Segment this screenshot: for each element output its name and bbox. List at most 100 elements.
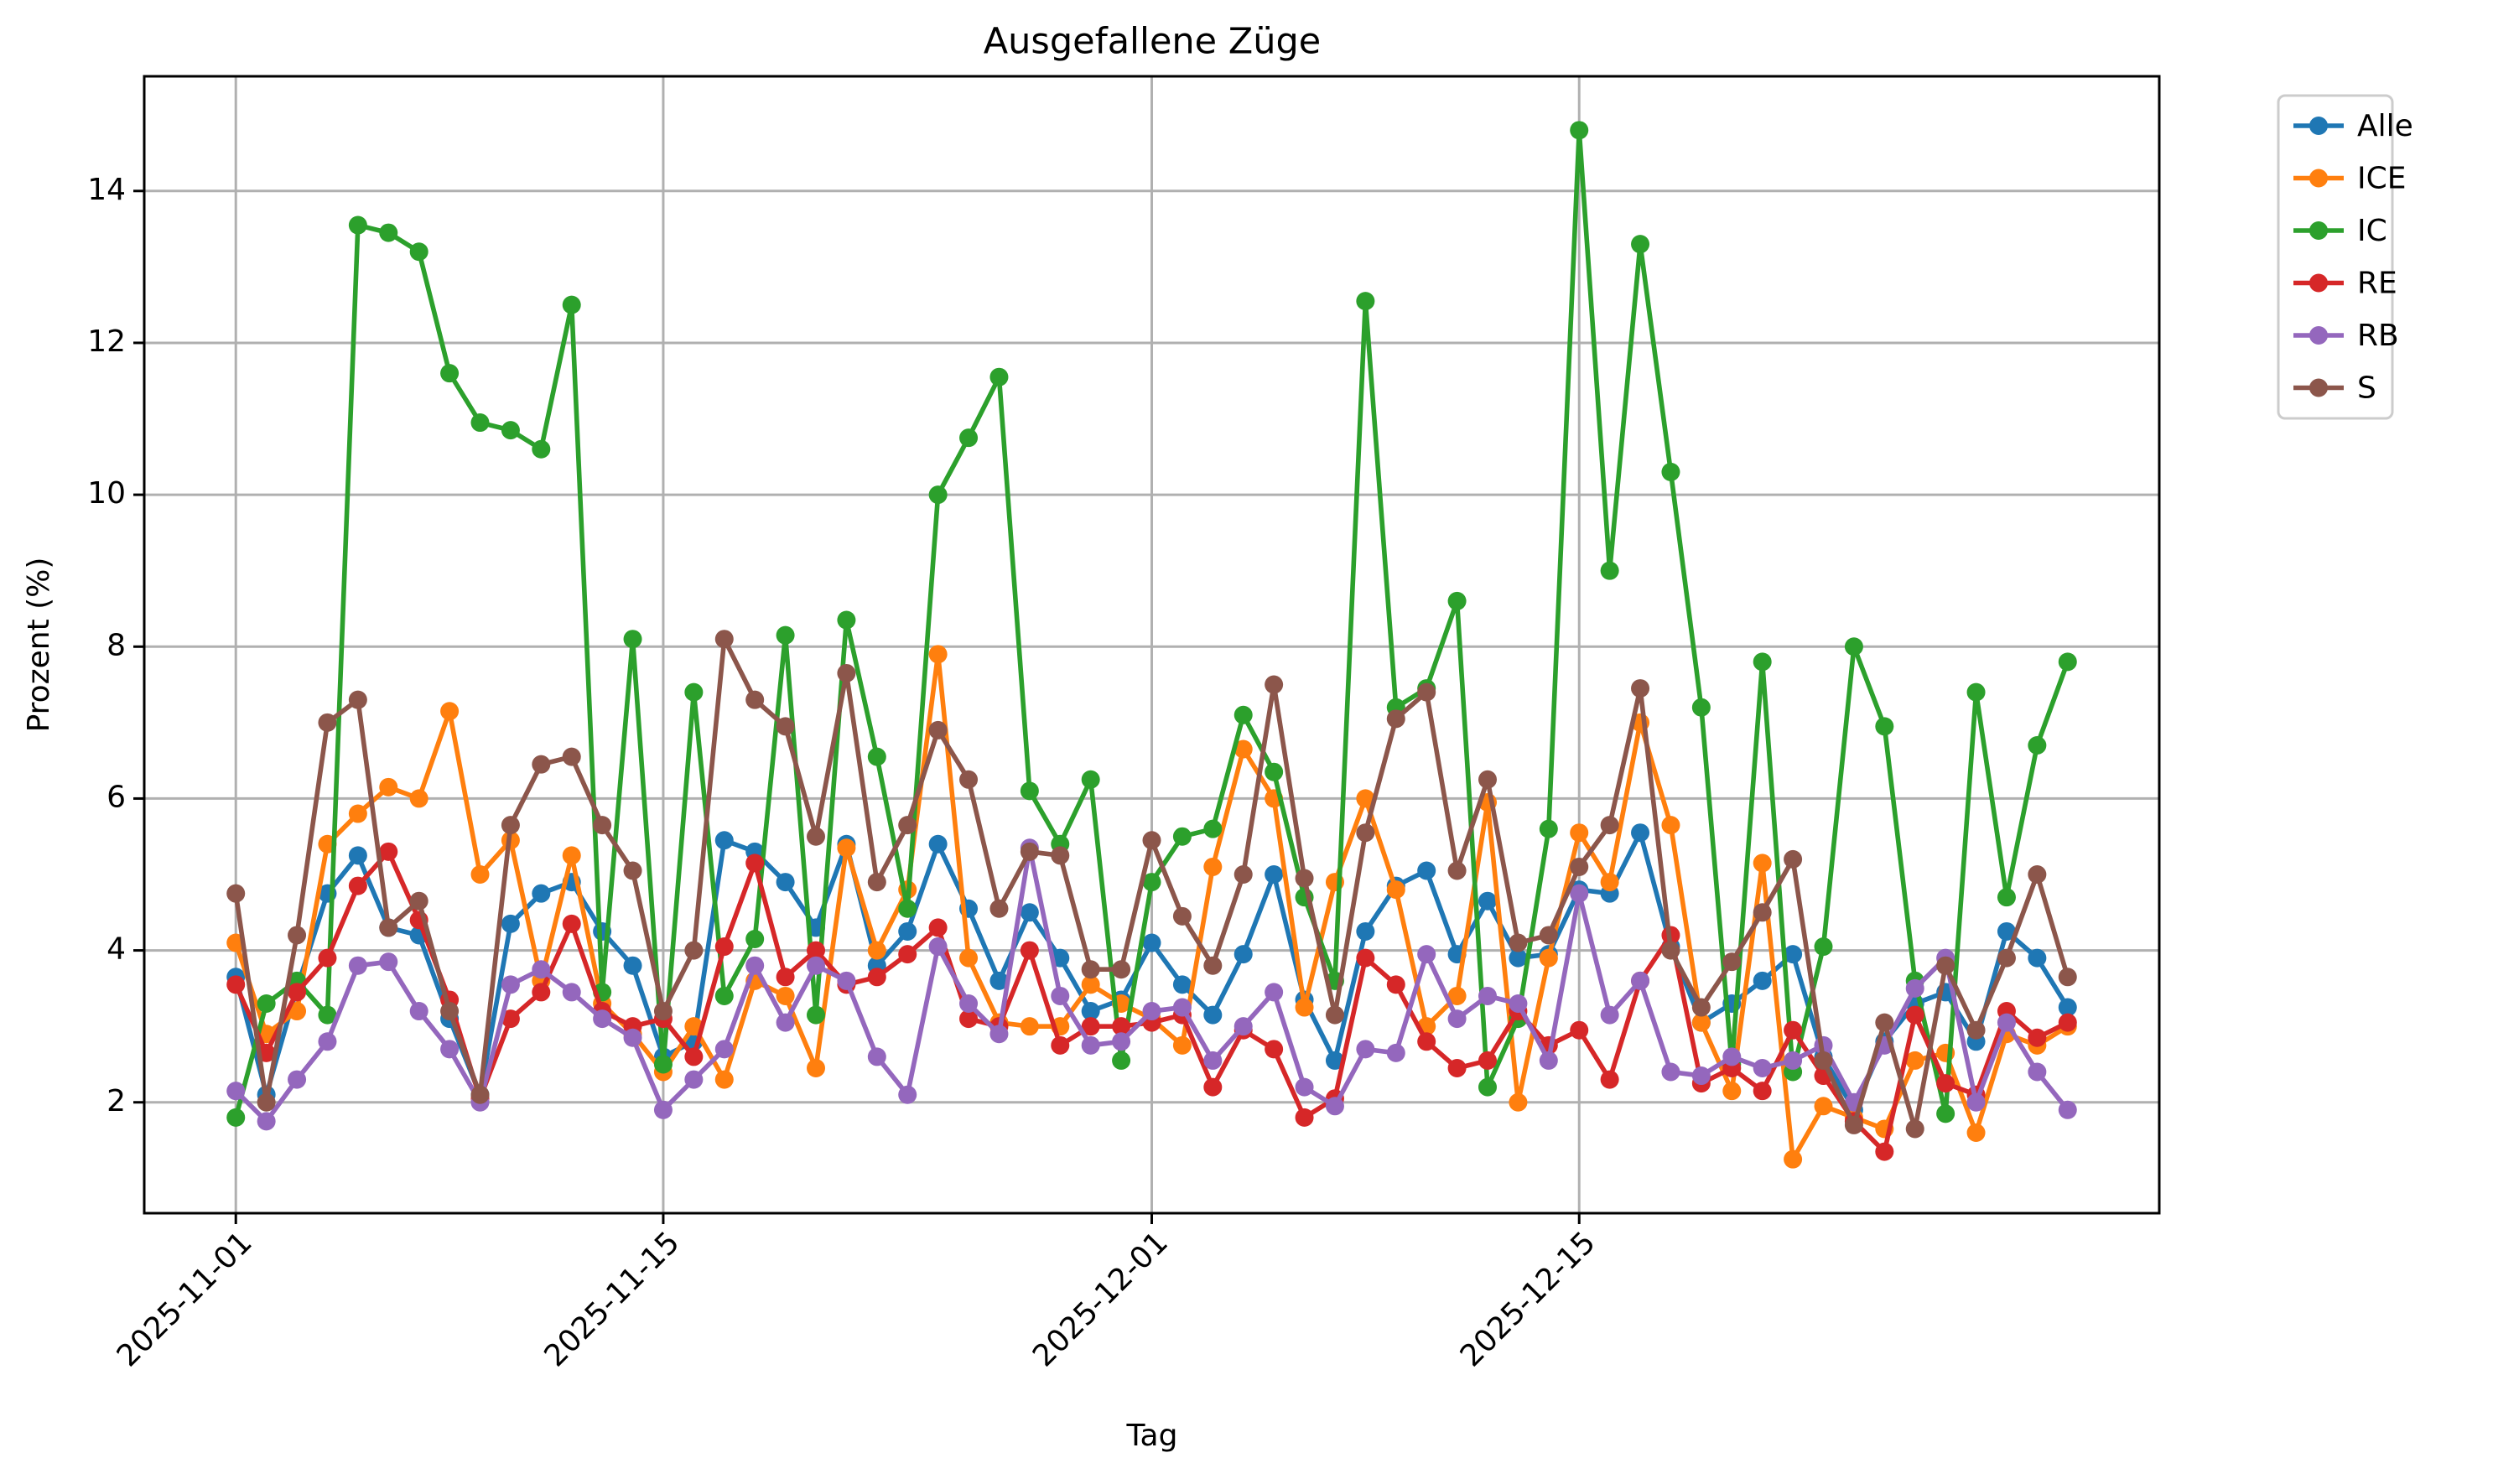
data-point (1172, 827, 1192, 846)
data-point (226, 1082, 246, 1101)
data-point (1447, 1009, 1467, 1029)
data-point (318, 948, 337, 968)
data-point (1936, 956, 1955, 975)
data-point (1844, 637, 1863, 656)
data-point (1417, 861, 1436, 880)
data-point (1020, 1017, 1039, 1036)
data-point (1722, 952, 1742, 972)
legend-marker (2309, 169, 2328, 188)
data-point (1386, 880, 1405, 900)
data-point (1295, 998, 1314, 1017)
data-point (1295, 869, 1314, 888)
data-point (1417, 682, 1436, 702)
data-point (1356, 789, 1375, 808)
data-point (807, 956, 825, 975)
data-point (348, 690, 367, 709)
legend-label: IC (2357, 214, 2387, 248)
data-point (2028, 736, 2047, 755)
data-point (1722, 1047, 1742, 1066)
data-point (2058, 652, 2077, 672)
data-point (440, 364, 460, 383)
data-point (470, 413, 490, 433)
data-point (2028, 865, 2047, 885)
data-point (379, 842, 398, 861)
data-point (532, 439, 551, 459)
data-point (1875, 1142, 1894, 1161)
y-tick-label: 2 (106, 1084, 126, 1118)
data-point (1325, 1005, 1344, 1025)
data-point (257, 1112, 276, 1131)
data-point (1905, 1119, 1924, 1139)
data-point (1265, 762, 1284, 781)
data-point (1509, 933, 1528, 952)
data-point (1203, 1005, 1223, 1025)
data-point (1509, 1092, 1528, 1112)
data-point (1631, 235, 1650, 254)
x-axis-label: Tag (1126, 1419, 1178, 1453)
data-point (1051, 986, 1070, 1005)
data-point (2028, 948, 2047, 968)
data-point (776, 625, 795, 645)
y-tick-label: 8 (106, 628, 126, 662)
data-point (379, 952, 398, 972)
data-point (1172, 998, 1192, 1017)
y-tick-label: 4 (106, 932, 126, 967)
data-point (928, 485, 948, 505)
data-point (1600, 873, 1619, 892)
data-point (1447, 591, 1467, 610)
data-point (1234, 739, 1253, 759)
data-point (745, 690, 765, 709)
data-point (257, 1092, 276, 1112)
data-point (928, 645, 948, 664)
data-point (684, 1017, 704, 1036)
data-point (1203, 1051, 1223, 1070)
data-point (1966, 1123, 1986, 1142)
data-point (684, 1047, 704, 1066)
data-point (348, 804, 367, 823)
data-point (318, 1005, 337, 1025)
data-point (959, 770, 979, 789)
data-point (1356, 823, 1375, 843)
data-point (623, 956, 642, 975)
data-point (1600, 1070, 1619, 1089)
data-point (1997, 948, 2016, 968)
data-point (653, 1055, 673, 1074)
data-point (562, 846, 581, 865)
data-point (1814, 937, 1833, 957)
data-point (1966, 1092, 1986, 1112)
data-point (714, 1040, 734, 1059)
y-tick-label: 12 (87, 324, 126, 359)
data-point (898, 945, 917, 964)
data-point (1509, 994, 1528, 1013)
data-point (714, 937, 734, 957)
data-point (1203, 956, 1223, 975)
data-point (1203, 1077, 1223, 1097)
data-point (1753, 652, 1772, 672)
data-point (1142, 873, 1161, 892)
data-point (409, 789, 428, 808)
data-point (1478, 1051, 1497, 1070)
series (226, 630, 2077, 1139)
legend-marker (2309, 273, 2328, 293)
data-point (593, 1009, 612, 1029)
data-point (1691, 1066, 1711, 1086)
data-point (745, 854, 765, 873)
data-point (1784, 945, 1803, 964)
data-point (593, 816, 612, 835)
data-point (562, 983, 581, 1002)
data-point (1172, 975, 1192, 994)
data-point (1447, 861, 1467, 880)
data-point (959, 948, 979, 968)
data-point (1142, 1002, 1161, 1021)
plot-frame (143, 75, 2161, 1215)
data-point (1172, 906, 1192, 926)
data-point (1295, 1077, 1314, 1097)
data-point (1447, 1058, 1467, 1077)
data-point (1661, 816, 1680, 835)
data-point (1234, 865, 1253, 885)
data-point (623, 861, 642, 880)
data-point (2028, 1028, 2047, 1047)
data-point (714, 986, 734, 1005)
